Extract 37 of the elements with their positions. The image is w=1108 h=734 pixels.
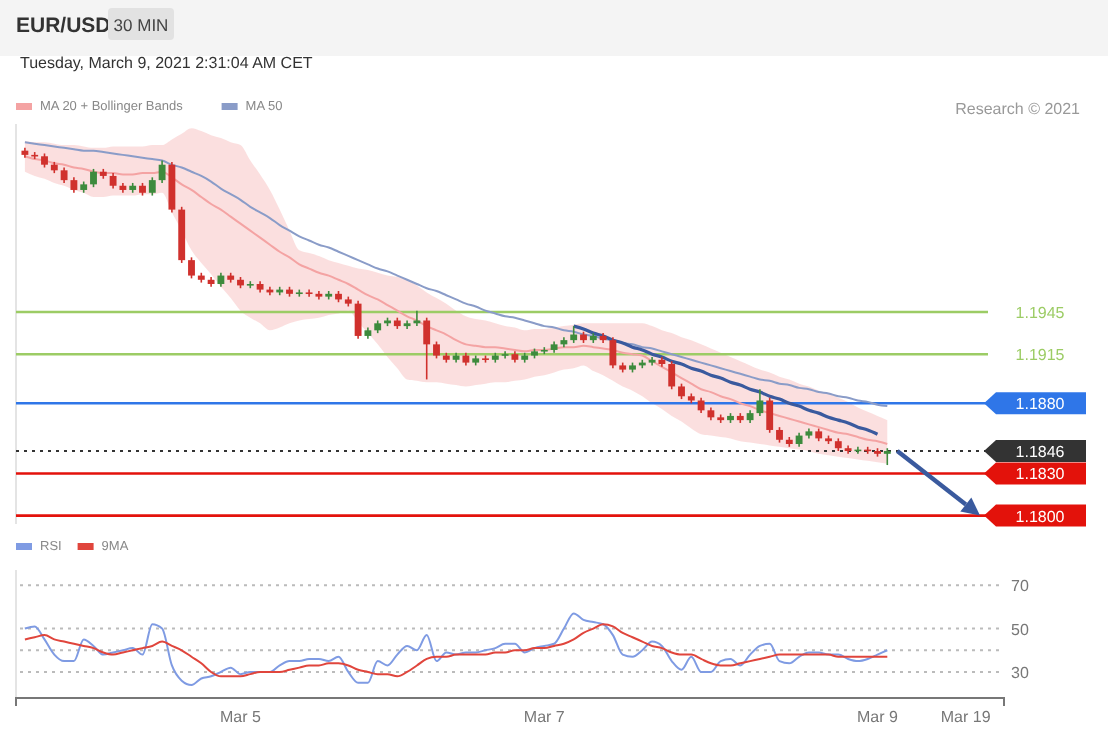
y-tick-label: 30: [1011, 663, 1030, 682]
candlestick: [756, 388, 764, 417]
candlestick: [844, 444, 852, 455]
y-tick-label: 1.1880: [1015, 395, 1066, 414]
line-series: [23, 612, 889, 686]
y-tick-label: 70: [1011, 577, 1030, 596]
chart-title: EUR/USD: [16, 14, 112, 38]
candlestick: [423, 316, 431, 381]
candlestick: [188, 256, 195, 280]
y-tick-label: 50: [1011, 620, 1030, 639]
y-tick-label: 1.1830: [1015, 465, 1066, 484]
line-series: [572, 324, 880, 436]
candlestick: [305, 288, 313, 298]
line-series: [23, 141, 889, 408]
y-tick-label: 1.1945: [1015, 304, 1066, 323]
chart-subtitle: Tuesday, March 9, 2021 2:31:04 AM CET: [20, 54, 313, 72]
candlestick: [90, 168, 97, 188]
text: 30 MIN: [113, 15, 169, 35]
candlestick: [609, 336, 617, 370]
candlestick: [413, 309, 421, 327]
candlestick: [158, 159, 166, 184]
candlestick: [148, 176, 156, 197]
x-tick-label: Mar 9: [857, 708, 900, 726]
candlestick: [668, 360, 676, 391]
candlestick: [168, 161, 176, 214]
x-tick-label: Mar 7: [523, 708, 566, 726]
line-series: [23, 623, 889, 678]
x-tick-label: Mar 19: [940, 708, 992, 726]
y-tick-label: 1.1915: [1015, 346, 1066, 365]
candlestick: [403, 319, 411, 330]
candlestick: [766, 396, 774, 434]
text: Research © 2021: [955, 100, 1082, 118]
candlestick: [354, 300, 362, 340]
x-tick-label: Mar 5: [220, 708, 263, 726]
candlestick: [501, 350, 509, 360]
y-tick-label: 1.1800: [1015, 507, 1066, 526]
y-tick-label: 1.1846: [1015, 443, 1066, 462]
